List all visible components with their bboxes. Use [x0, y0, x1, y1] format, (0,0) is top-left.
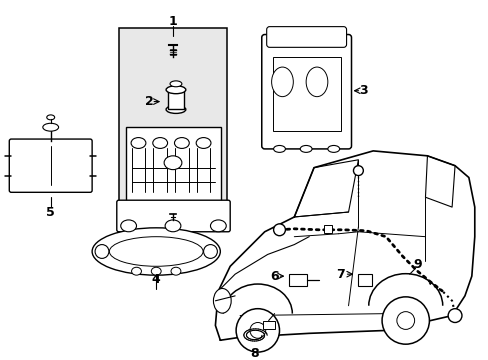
FancyBboxPatch shape — [261, 35, 351, 149]
Ellipse shape — [166, 86, 185, 94]
Ellipse shape — [152, 138, 167, 148]
Ellipse shape — [174, 138, 189, 148]
Text: 6: 6 — [270, 270, 278, 283]
Bar — [262, 320, 274, 329]
Ellipse shape — [327, 145, 339, 152]
Bar — [323, 225, 331, 233]
Text: 7: 7 — [336, 268, 345, 281]
Ellipse shape — [196, 138, 210, 148]
Ellipse shape — [166, 105, 185, 113]
Ellipse shape — [109, 237, 203, 266]
Ellipse shape — [92, 228, 220, 275]
Circle shape — [273, 224, 285, 236]
Bar — [272, 57, 340, 131]
Ellipse shape — [47, 115, 55, 120]
Ellipse shape — [95, 244, 109, 258]
FancyBboxPatch shape — [9, 139, 92, 192]
Ellipse shape — [213, 288, 231, 313]
Ellipse shape — [305, 67, 327, 96]
Ellipse shape — [43, 123, 59, 131]
Circle shape — [447, 309, 461, 323]
Bar — [119, 28, 227, 225]
Text: 5: 5 — [46, 206, 55, 219]
Ellipse shape — [203, 244, 217, 258]
Bar — [289, 274, 306, 286]
Circle shape — [249, 323, 265, 338]
Text: 2: 2 — [144, 95, 153, 108]
Ellipse shape — [171, 267, 181, 275]
Circle shape — [396, 312, 414, 329]
Ellipse shape — [210, 220, 226, 232]
Text: 9: 9 — [412, 258, 421, 271]
Circle shape — [236, 309, 279, 352]
Ellipse shape — [131, 267, 141, 275]
FancyBboxPatch shape — [125, 127, 221, 203]
Ellipse shape — [151, 267, 161, 275]
Text: 3: 3 — [358, 84, 367, 97]
FancyBboxPatch shape — [117, 200, 230, 232]
Ellipse shape — [170, 81, 182, 87]
Ellipse shape — [131, 138, 145, 148]
FancyBboxPatch shape — [266, 27, 346, 47]
Bar — [358, 274, 371, 286]
Ellipse shape — [273, 145, 285, 152]
Circle shape — [381, 297, 428, 344]
Ellipse shape — [164, 156, 182, 170]
Ellipse shape — [271, 67, 293, 96]
Text: 4: 4 — [152, 273, 160, 285]
Text: 1: 1 — [168, 15, 177, 28]
Circle shape — [353, 166, 363, 176]
Bar — [168, 90, 183, 109]
Ellipse shape — [121, 220, 136, 232]
Ellipse shape — [300, 145, 311, 152]
Text: 8: 8 — [250, 347, 259, 360]
Ellipse shape — [165, 220, 181, 232]
